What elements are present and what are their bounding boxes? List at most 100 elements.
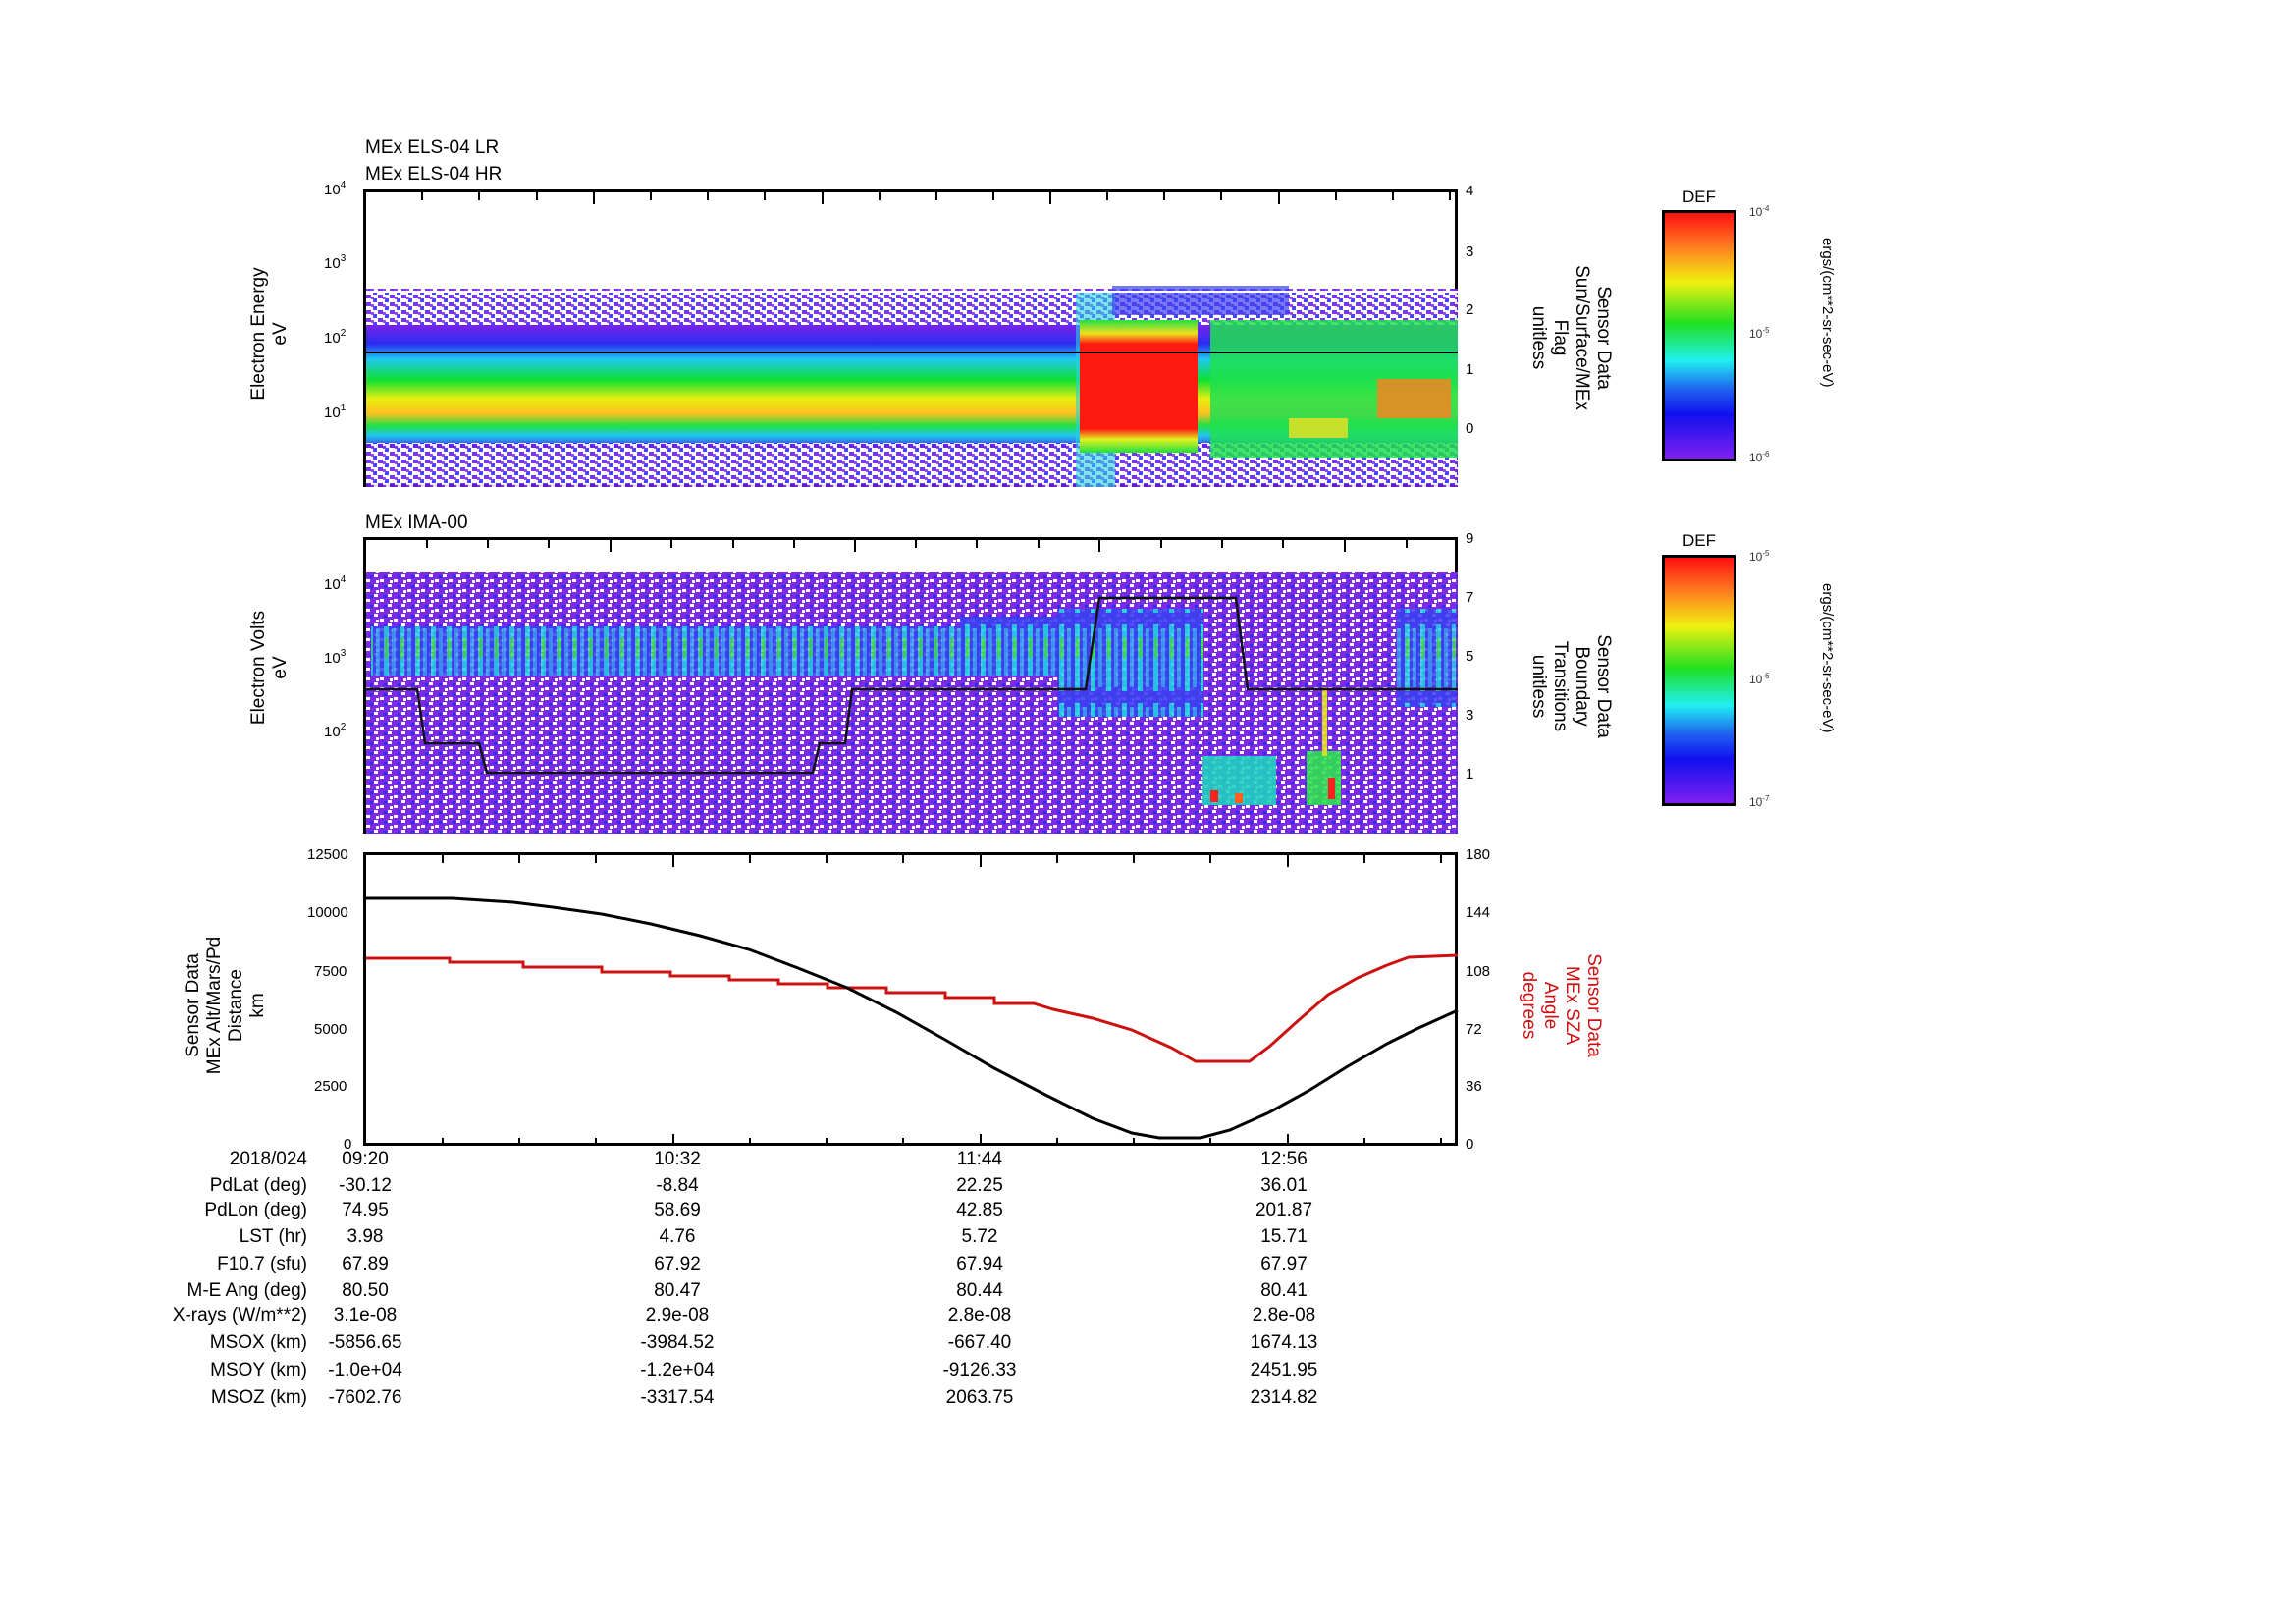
panel1-ytick: 101 <box>324 403 347 421</box>
panel1-right-ytick: 1 <box>1466 361 1474 378</box>
panel2-ylabel-line: eV <box>270 656 291 679</box>
ephemeris-value: 80.41 <box>1260 1280 1308 1301</box>
ephemeris-row-label: LST (hr) <box>239 1226 307 1247</box>
panel1-right-ytick: 0 <box>1466 420 1474 437</box>
panel1-title-1: MEx ELS-04 LR <box>365 137 500 158</box>
ephemeris-value: 1674.13 <box>1250 1332 1318 1353</box>
ephemeris-value: 67.92 <box>654 1254 701 1274</box>
panel2-ytick: 102 <box>324 722 347 740</box>
panel3-ytick: 10000 <box>307 904 348 921</box>
ephemeris-value: 67.97 <box>1260 1254 1308 1274</box>
panel3-plot-svg <box>366 855 1459 1146</box>
panel1-right-ytick: 4 <box>1466 183 1474 199</box>
ephemeris-value: 80.50 <box>342 1280 389 1301</box>
ephemeris-date: 2018/024 <box>229 1149 307 1169</box>
panel2-right-ylabel: Sensor Data Boundary Transitions unitles… <box>1527 578 1614 794</box>
ephemeris-time: 10:32 <box>654 1149 701 1169</box>
colorbar1-unit: ergs/(cm**2-sr-sec-eV) <box>1819 238 1836 388</box>
panel1-right-ylabel-line: unitless <box>1528 305 1549 370</box>
ephemeris-value: 2314.82 <box>1250 1387 1318 1408</box>
colorbar1-title: DEF <box>1682 188 1716 206</box>
ephemeris-value: -1.2e+04 <box>640 1360 715 1380</box>
ephemeris-time: 11:44 <box>956 1149 1003 1169</box>
ephemeris-row-label: MSOY (km) <box>210 1360 307 1380</box>
panel3-ytick: 5000 <box>314 1021 347 1038</box>
boundary-transitions-line <box>366 596 1458 775</box>
panel1-right-ylabel-line: Sensor Data <box>1593 286 1614 390</box>
panel1-ylabel: Electron Energy eV <box>248 236 292 432</box>
ephemeris-value: 3.1e-08 <box>333 1305 398 1325</box>
panel3-right-ylabel-line: Sensor Data <box>1583 953 1604 1057</box>
panel1-right-ytick: 3 <box>1466 243 1474 260</box>
ephemeris-value: -1.0e+04 <box>328 1360 402 1380</box>
panel1-plot-svg <box>366 192 1458 487</box>
panel3-right-ytick: 180 <box>1466 846 1491 863</box>
colorbar1-top-label: 10-4 <box>1749 204 1770 219</box>
panel2-ylabel: Electron Volts eV <box>248 569 292 766</box>
panel3-ylabel-line: km <box>247 993 268 1018</box>
sza-angle-line <box>366 953 1459 1063</box>
colorbar1-mid-label: 10-5 <box>1749 326 1770 341</box>
panel2-right-ylabel-line: Boundary <box>1572 646 1592 727</box>
panel2-right-ytick: 5 <box>1466 648 1474 665</box>
panel2-ytick: 103 <box>324 648 347 667</box>
altitude-line <box>366 896 1459 1140</box>
colorbar2 <box>1662 555 1736 806</box>
ephemeris-value: 2.9e-08 <box>645 1305 710 1325</box>
ephemeris-row-label: PdLat (deg) <box>209 1175 307 1196</box>
panel3-right-ytick: 108 <box>1466 963 1491 980</box>
ephemeris-value: 4.76 <box>659 1226 696 1247</box>
ephemeris-row-label: MSOX (km) <box>209 1332 307 1353</box>
panel3-right-ytick: 144 <box>1466 904 1491 921</box>
panel1-right-ytick: 2 <box>1466 301 1474 318</box>
panel3-ylabel-line: Sensor Data <box>183 953 203 1057</box>
ephemeris-value: 42.85 <box>956 1200 1003 1220</box>
ephemeris-row-label: F10.7 (sfu) <box>217 1254 307 1274</box>
panel2-plot-svg <box>366 540 1458 834</box>
panel2-title: MEx IMA-00 <box>365 513 468 533</box>
ephemeris-value: 58.69 <box>654 1200 701 1220</box>
panel1-right-ylabel-line: Flag <box>1550 319 1571 356</box>
ephemeris-value: 2.8e-08 <box>947 1305 1012 1325</box>
ephemeris-value: -3317.54 <box>640 1387 715 1408</box>
panel1-ylabel-line: eV <box>270 322 291 346</box>
panel1-right-ylabel-line: Sun/Surface/MEx <box>1572 265 1592 410</box>
panel3-ylabel-line: MEx Alt/Mars/Pd <box>204 936 225 1075</box>
ephemeris-value: 2451.95 <box>1250 1360 1318 1380</box>
panel2-right-ylabel-line: unitless <box>1528 654 1549 719</box>
panel2-ytick: 104 <box>324 574 347 593</box>
ephemeris-value: 15.71 <box>1260 1226 1308 1247</box>
ephemeris-value: 5.72 <box>961 1226 998 1247</box>
ephemeris-value: 67.89 <box>342 1254 389 1274</box>
ephemeris-value: -667.40 <box>947 1332 1012 1353</box>
panel3-ylabel-line: Distance <box>226 969 246 1042</box>
colorbar1 <box>1662 210 1736 461</box>
panel3-lineplot <box>363 852 1459 1146</box>
colorbar2-unit: ergs/(cm**2-sr-sec-eV) <box>1819 583 1836 733</box>
panel3-right-ylabel-line: MEx SZA <box>1562 965 1582 1046</box>
ephemeris-row-label: M-E Ang (deg) <box>187 1280 308 1301</box>
ephemeris-value: -7602.76 <box>328 1387 402 1408</box>
panel1-ylabel-line: Electron Energy <box>248 267 269 401</box>
panel3-right-ytick: 36 <box>1466 1078 1482 1095</box>
panel3-ytick: 12500 <box>307 846 348 863</box>
panel3-right-ylabel-line: Angle <box>1540 981 1561 1030</box>
colorbar2-title: DEF <box>1682 531 1716 550</box>
panel2-spectrogram <box>363 537 1458 834</box>
panel1-spectrogram <box>363 189 1458 487</box>
colorbar2-top-label: 10-5 <box>1749 549 1770 564</box>
panel1-ytick: 104 <box>324 180 347 198</box>
ephemeris-value: 2063.75 <box>945 1387 1014 1408</box>
distance-line <box>366 897 1458 1139</box>
ephemeris-time: 09:20 <box>342 1149 389 1169</box>
ephemeris-row-label: MSOZ (km) <box>210 1387 307 1408</box>
ephemeris-value: 36.01 <box>1260 1175 1308 1196</box>
panel1-right-ylabel: Sensor Data Sun/Surface/MEx Flag unitles… <box>1527 230 1614 446</box>
ephemeris-value: -3984.52 <box>640 1332 715 1353</box>
ephemeris-value: 201.87 <box>1255 1200 1313 1220</box>
ephemeris-value: 74.95 <box>342 1200 389 1220</box>
ephemeris-value: 3.98 <box>347 1226 384 1247</box>
ephemeris-value: -30.12 <box>339 1175 392 1196</box>
panel2-right-ylabel-line: Transitions <box>1550 640 1571 732</box>
panel3-right-ylabel: Sensor Data MEx SZA Angle degrees <box>1518 917 1604 1094</box>
